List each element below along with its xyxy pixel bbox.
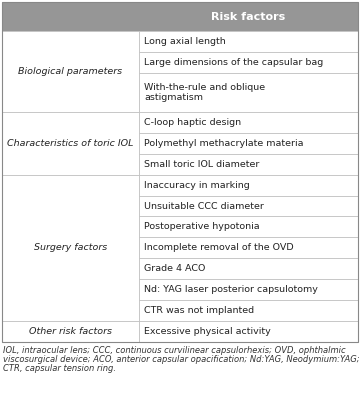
Bar	[139, 196, 358, 216]
Bar	[2, 31, 139, 112]
Bar	[2, 321, 139, 342]
Bar	[2, 2, 358, 342]
Text: With-the-rule and oblique
astigmatism: With-the-rule and oblique astigmatism	[144, 83, 265, 102]
Text: Small toric IOL diameter: Small toric IOL diameter	[144, 160, 260, 169]
Text: Biological parameters: Biological parameters	[18, 67, 123, 76]
Text: C-loop haptic design: C-loop haptic design	[144, 118, 241, 127]
Text: Long axial length: Long axial length	[144, 37, 226, 46]
Bar	[139, 279, 358, 300]
Bar	[139, 133, 358, 154]
Bar	[2, 175, 139, 321]
Text: Nd: YAG laser posterior capsulotomy: Nd: YAG laser posterior capsulotomy	[144, 285, 318, 294]
Bar	[139, 52, 358, 73]
Bar	[2, 2, 358, 31]
Bar	[139, 216, 358, 237]
Bar	[139, 300, 358, 321]
Text: IOL, intraocular lens; CCC, continuous curvilinear capsulorhexis; OVD, ophthalmi: IOL, intraocular lens; CCC, continuous c…	[3, 346, 346, 355]
Bar	[139, 73, 358, 112]
Bar	[139, 321, 358, 342]
Text: Risk factors: Risk factors	[211, 12, 285, 22]
Bar	[139, 237, 358, 258]
Text: Characteristics of toric IOL: Characteristics of toric IOL	[7, 139, 134, 148]
Bar	[139, 112, 358, 133]
Text: Postoperative hypotonia: Postoperative hypotonia	[144, 222, 260, 232]
Text: Grade 4 ACO: Grade 4 ACO	[144, 264, 206, 273]
Bar	[2, 112, 139, 175]
Bar	[139, 258, 358, 279]
Text: Other risk factors: Other risk factors	[29, 327, 112, 336]
Text: Surgery factors: Surgery factors	[34, 243, 107, 252]
Text: Incomplete removal of the OVD: Incomplete removal of the OVD	[144, 243, 294, 252]
Text: Polymethyl methacrylate materia: Polymethyl methacrylate materia	[144, 139, 303, 148]
Text: CTR, capsular tension ring.: CTR, capsular tension ring.	[3, 364, 116, 373]
Text: Inaccuracy in marking: Inaccuracy in marking	[144, 180, 250, 190]
Bar	[139, 31, 358, 52]
Bar	[139, 175, 358, 196]
Text: Large dimensions of the capsular bag: Large dimensions of the capsular bag	[144, 58, 323, 67]
Text: viscosurgical device; ACO, anterior capsular opacification; Nd:YAG, Neodymium:YA: viscosurgical device; ACO, anterior caps…	[3, 355, 360, 364]
Text: Unsuitable CCC diameter: Unsuitable CCC diameter	[144, 202, 264, 210]
Bar	[139, 154, 358, 175]
Text: Excessive physical activity: Excessive physical activity	[144, 327, 271, 336]
Text: CTR was not implanted: CTR was not implanted	[144, 306, 254, 315]
